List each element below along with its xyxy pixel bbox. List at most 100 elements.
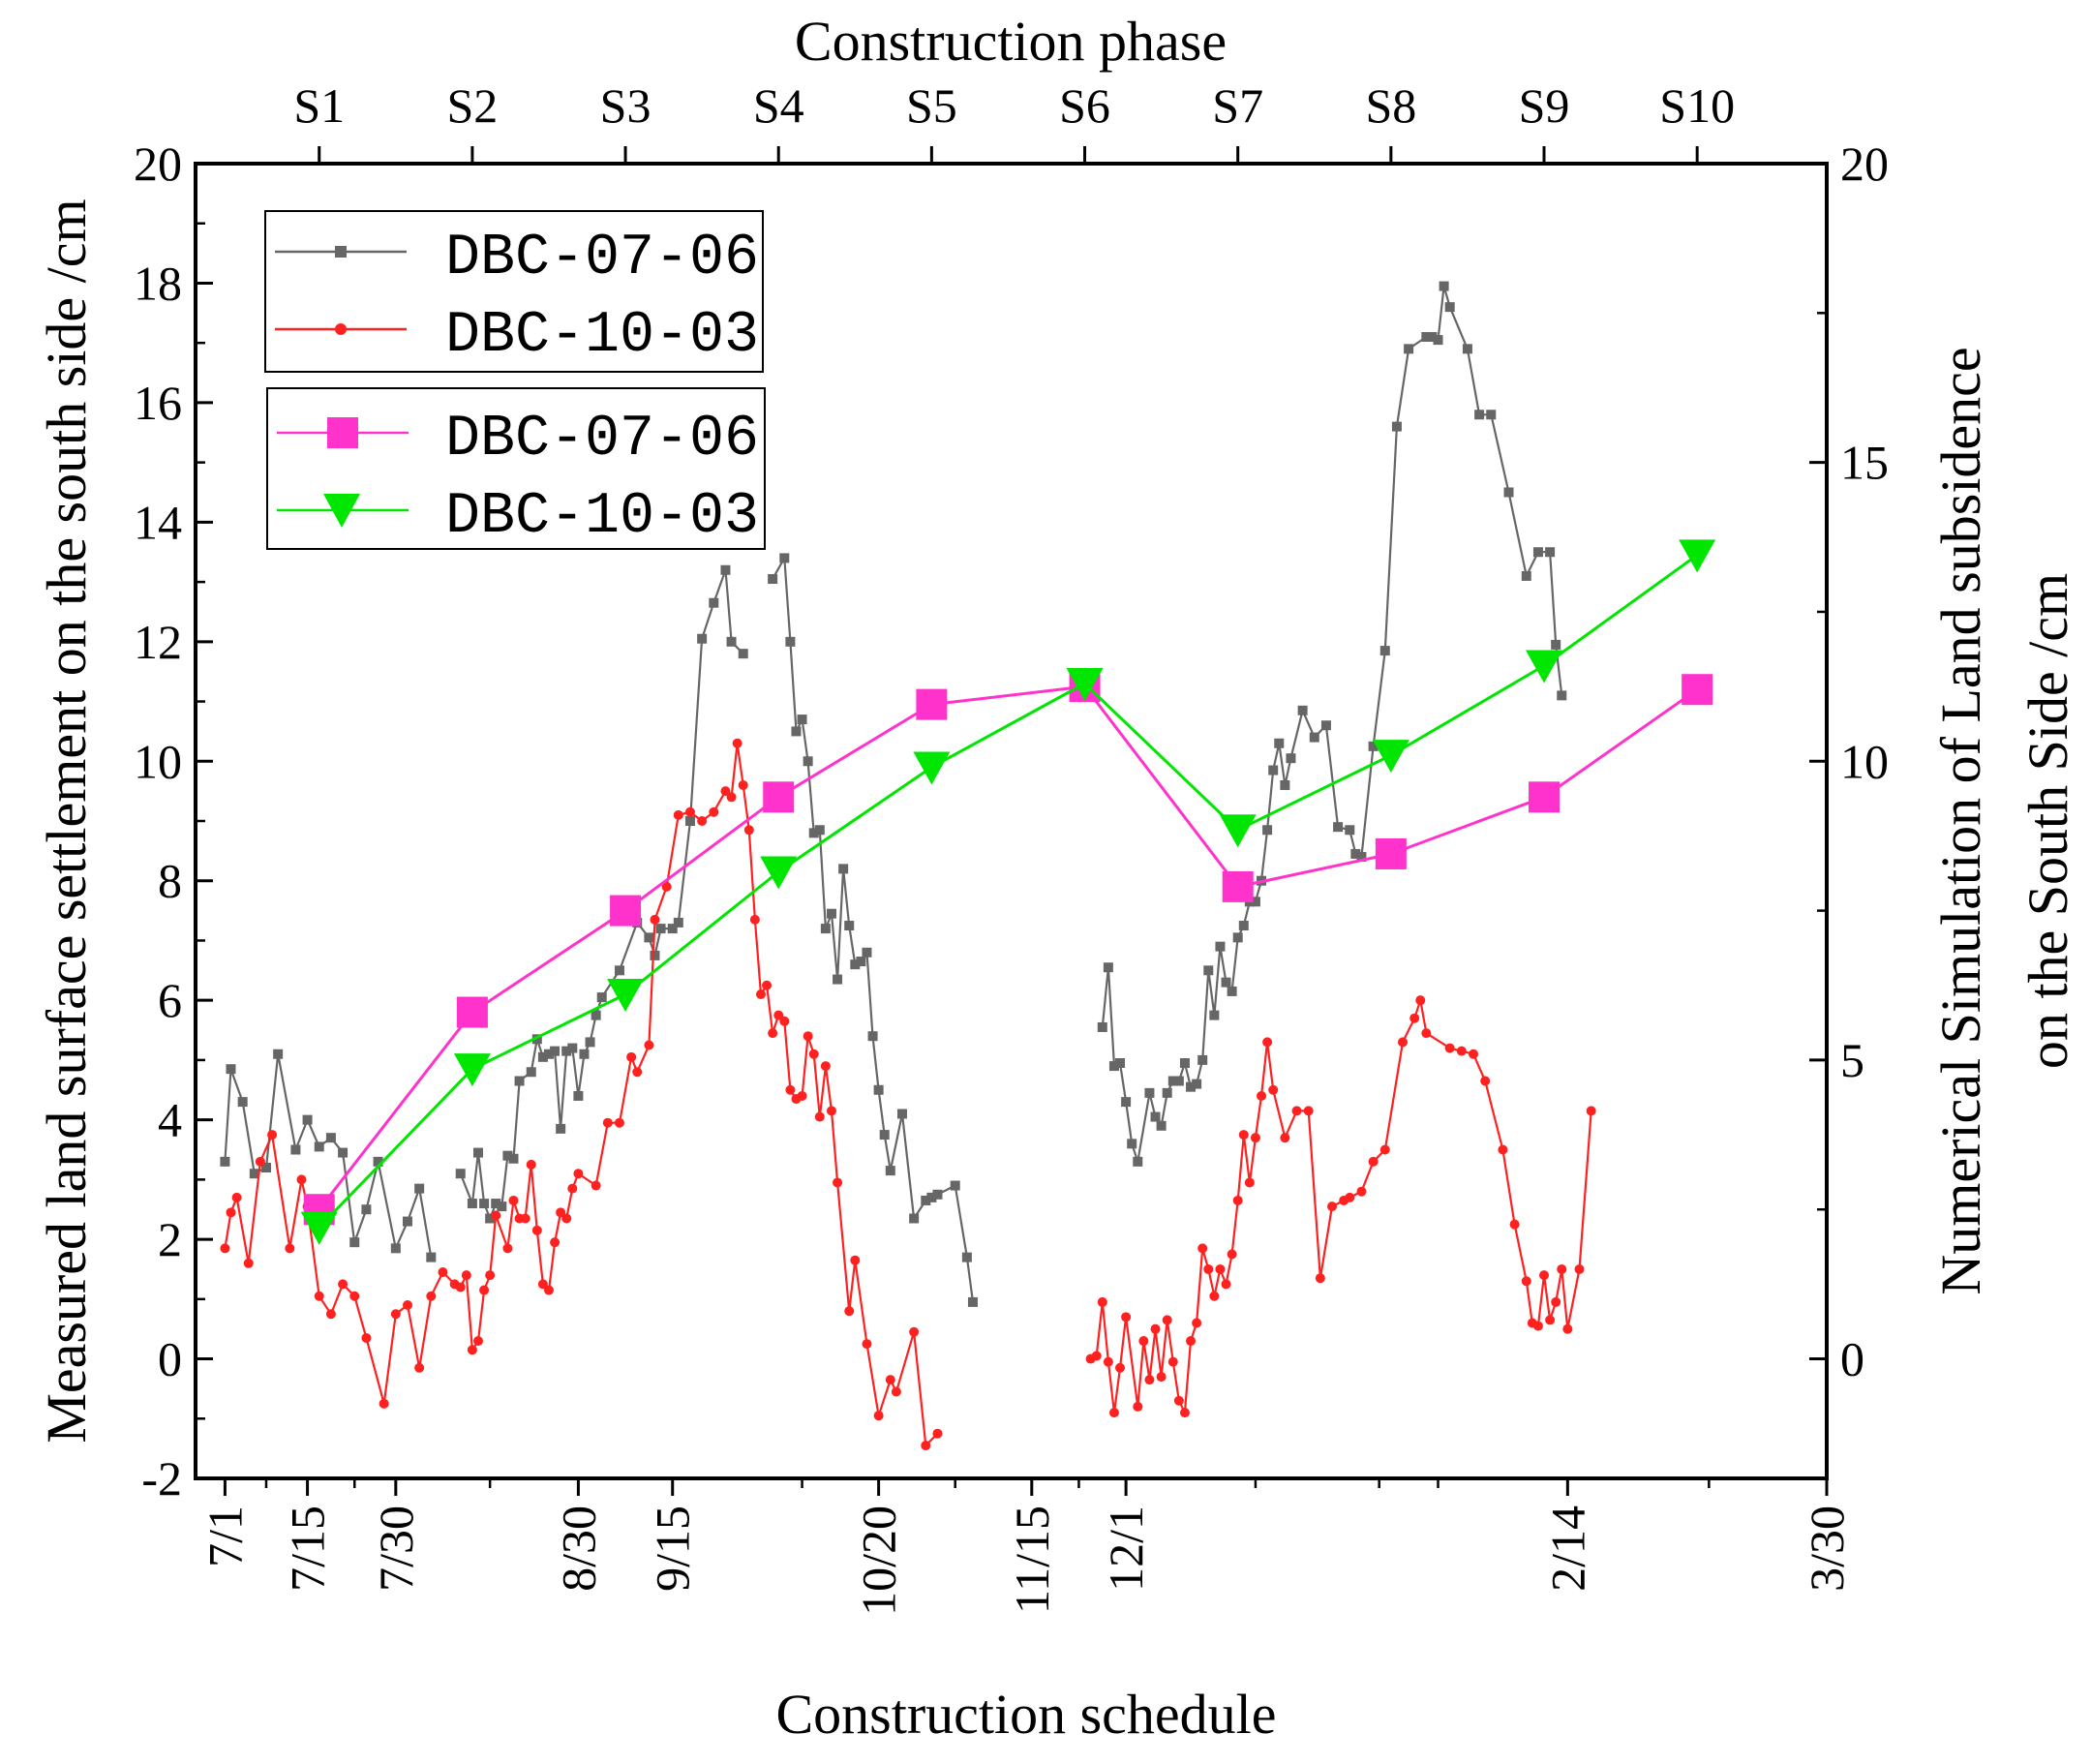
measured-dbc-10-03-point (591, 1180, 601, 1191)
measured-dbc-10-03-point (862, 1339, 872, 1350)
measured-dbc-07-06-point (349, 1237, 360, 1248)
measured-dbc-07-06-point (885, 1166, 895, 1176)
left-axis-tick-label: 0 (158, 1332, 182, 1386)
measured-dbc-07-06-point (667, 924, 678, 934)
measured-dbc-10-03-point (573, 1169, 584, 1179)
measured-dbc-10-03-point (267, 1130, 278, 1141)
left-axis-tick-label: 12 (134, 615, 182, 669)
phase-label: S4 (753, 78, 804, 133)
measured-dbc-07-06-point (1462, 344, 1472, 354)
measured-dbc-10-03-point (1327, 1201, 1338, 1212)
measured-dbc-10-03-point (1498, 1144, 1508, 1155)
measured-dbc-07-06-point (531, 1034, 542, 1045)
measured-dbc-10-03-point (1521, 1276, 1531, 1287)
measured-dbc-07-06-point (226, 1064, 236, 1075)
measured-dbc-10-03-point (390, 1309, 401, 1320)
measured-dbc-10-03-point (1379, 1144, 1390, 1155)
measured-dbc-07-06-point (709, 597, 719, 608)
measured-dbc-10-03-point (472, 1336, 483, 1347)
measured-dbc-07-06-point (1503, 487, 1514, 498)
sim-dbc-07-06-point (610, 895, 642, 927)
measured-dbc-07-06-point (1551, 639, 1561, 650)
measured-dbc-10-03-point (220, 1243, 230, 1254)
right-axis-tick-label: 15 (1840, 436, 1889, 490)
measured-dbc-07-06-point (791, 726, 802, 737)
measured-dbc-07-06-point (550, 1046, 561, 1056)
measured-dbc-07-06-point (1521, 570, 1531, 581)
phase-label: S2 (446, 78, 498, 133)
measured-dbc-07-06-point (414, 1183, 425, 1194)
measured-dbc-07-06-point (579, 1049, 590, 1059)
measured-dbc-07-06-point (1108, 1061, 1119, 1072)
measured-dbc-07-06-point (402, 1216, 412, 1227)
sim-dbc-07-06-point (1682, 674, 1713, 706)
measured-dbc-10-03-point (1557, 1263, 1567, 1274)
measured-dbc-10-03-point (932, 1428, 943, 1439)
measured-dbc-10-03-point (1250, 1133, 1260, 1143)
measured-dbc-10-03-point (632, 1067, 643, 1078)
measured-dbc-07-06-point (573, 1090, 584, 1101)
measured-dbc-07-06-point (1274, 738, 1285, 748)
chart-title: Construction phase (795, 10, 1227, 73)
measured-dbc-07-06-point (896, 1109, 907, 1119)
measured-dbc-07-06-point (1221, 977, 1231, 988)
measured-dbc-10-03-point (803, 1031, 813, 1042)
measured-dbc-07-06-point (932, 1189, 943, 1200)
measured-dbc-10-03-point (567, 1183, 578, 1194)
measured-dbc-07-06-point (325, 1133, 336, 1143)
measured-dbc-07-06-point (561, 1046, 572, 1056)
measured-dbc-10-03-line (1090, 999, 1592, 1414)
x-axis-tick-label: 7/15 (281, 1505, 335, 1592)
measured-dbc-07-06-point (1333, 822, 1344, 833)
measured-dbc-07-06-point (867, 1031, 878, 1042)
measured-dbc-10-03-point (1156, 1372, 1167, 1383)
measured-dbc-10-03-point (1268, 1084, 1279, 1095)
measured-dbc-07-06-point (879, 1130, 890, 1141)
measured-dbc-10-03-point (1421, 1028, 1432, 1039)
measured-dbc-07-06-point (1167, 1076, 1178, 1086)
measured-dbc-10-03-line (224, 742, 939, 1447)
measured-dbc-10-03-point (1244, 1177, 1255, 1188)
sim-dbc-10-03-point (913, 751, 951, 785)
measured-dbc-07-06-point (485, 1213, 496, 1224)
measured-dbc-10-03-point (1456, 1046, 1467, 1056)
measured-dbc-07-06-point (1474, 410, 1485, 420)
measured-dbc-10-03-point (844, 1306, 855, 1317)
measured-dbc-10-03-point (1539, 1270, 1550, 1281)
phase-label: S6 (1059, 78, 1110, 133)
measured-dbc-07-06-point (1162, 1087, 1172, 1098)
measured-dbc-10-03-point (749, 914, 760, 925)
sim-dbc-07-06-point (456, 996, 488, 1028)
measured-dbc-07-06-point (1209, 1010, 1220, 1020)
measured-dbc-07-06-point (508, 1153, 519, 1164)
measured-dbc-07-06-point (1320, 720, 1331, 731)
measured-dbc-07-06-point (873, 1084, 884, 1095)
measured-dbc-07-06-point (585, 1037, 595, 1048)
measured-dbc-07-06-point (1127, 1139, 1137, 1149)
measured-dbc-10-03-point (814, 1111, 825, 1122)
measured-dbc-10-03-point (1545, 1315, 1556, 1325)
measured-dbc-07-06-point (373, 1156, 383, 1167)
measured-dbc-07-06-point (543, 1049, 554, 1059)
measured-dbc-07-06-point (1192, 1079, 1202, 1089)
sim-dbc-07-06-point (763, 781, 795, 813)
measured-dbc-10-03-point (755, 989, 766, 1000)
measured-dbc-10-03-point (531, 1225, 542, 1235)
measured-dbc-10-03-point (1280, 1133, 1290, 1143)
right-axis-tick-label: 10 (1840, 734, 1889, 788)
measured-dbc-10-03-point (1133, 1401, 1143, 1412)
x-axis-tick-label: 3/30 (1800, 1505, 1854, 1592)
measured-dbc-07-06-point (526, 1067, 536, 1078)
measured-dbc-10-03-point (1409, 1013, 1420, 1023)
measured-dbc-10-03-point (650, 914, 660, 925)
legend-simulated: DBC-07-06 DBC-10-03 (266, 387, 766, 550)
measured-dbc-07-06-point (1280, 779, 1290, 790)
measured-dbc-07-06-point (467, 1199, 477, 1209)
measured-dbc-10-03-point (467, 1345, 477, 1355)
measured-dbc-10-03-point (485, 1270, 496, 1281)
measured-dbc-10-03-point (1509, 1219, 1520, 1230)
measured-dbc-07-06-point (1133, 1156, 1143, 1167)
measured-dbc-10-03-point (1097, 1296, 1107, 1307)
measured-dbc-10-03-point (909, 1326, 920, 1337)
